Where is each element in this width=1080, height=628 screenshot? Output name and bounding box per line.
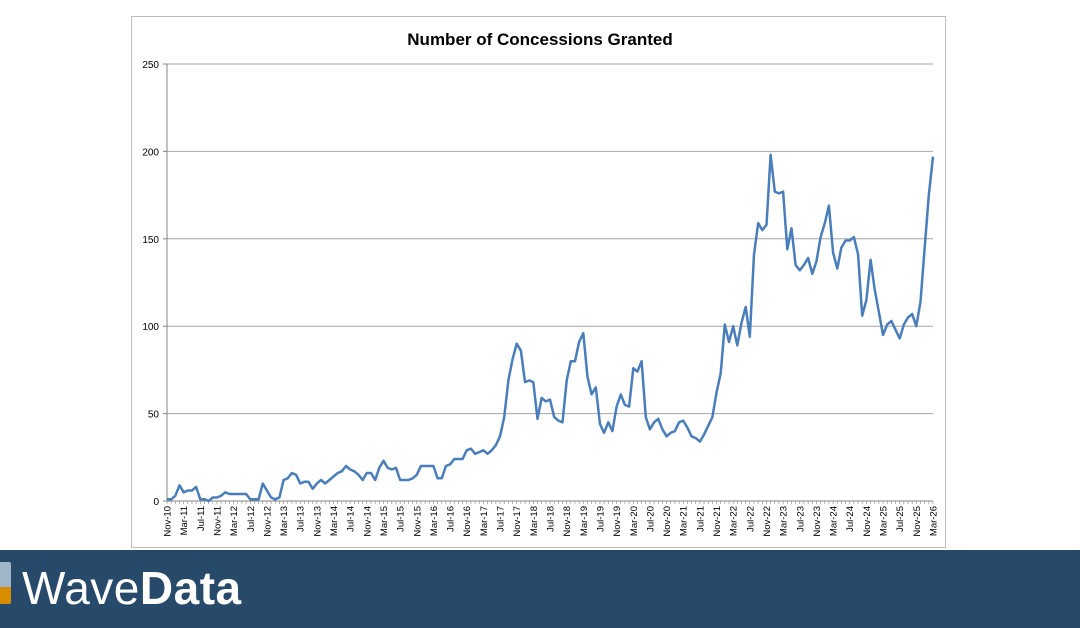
x-tick-label: Mar-21 (679, 506, 690, 536)
y-tick-label: 200 (142, 147, 159, 158)
x-tick-label: Mar-14 (329, 506, 340, 536)
series-line (167, 153, 935, 503)
x-tick-label: Mar-19 (579, 506, 590, 536)
x-tick-label: Mar-20 (629, 506, 640, 536)
x-tick-label: Mar-25 (879, 506, 890, 536)
y-tick-label: 100 (142, 322, 159, 333)
x-tick-label: Mar-11 (179, 506, 190, 535)
x-tick-label: Nov-10 (163, 506, 174, 537)
x-tick-label: Mar-24 (829, 506, 840, 536)
x-tick-label: Nov-24 (862, 506, 873, 537)
brand-banner: WaveData (0, 550, 1080, 628)
x-tick-label: Jul-24 (845, 506, 856, 532)
x-tick-label: Nov-16 (462, 506, 473, 537)
logo-text-data: Data (139, 562, 242, 614)
x-tick-label: Jul-14 (346, 506, 357, 532)
x-tick-label: Mar-26 (929, 506, 940, 536)
x-tick-label: Nov-19 (612, 506, 623, 537)
x-tick-label: Nov-25 (912, 506, 923, 537)
x-tick-label: Mar-15 (379, 506, 390, 536)
x-tick-label: Nov-14 (362, 506, 373, 537)
x-tick-label: Jul-16 (446, 506, 457, 532)
x-tick-label: Jul-12 (246, 506, 257, 532)
y-tick-label: 0 (153, 497, 159, 508)
x-tick-label: Nov-21 (712, 506, 723, 537)
x-tick-label: Mar-16 (429, 506, 440, 536)
x-tick-label: Mar-17 (479, 506, 490, 536)
x-tick-label: Jul-22 (745, 506, 756, 532)
y-tick-label: 50 (148, 410, 160, 421)
x-tick-label: Jul-25 (895, 506, 906, 532)
chart-area (131, 16, 946, 548)
x-tick-label: Jul-20 (645, 506, 656, 532)
logo-text-wave: Wave (22, 562, 140, 614)
x-tick-label: Nov-15 (412, 506, 423, 537)
x-tick-label: Jul-13 (296, 506, 307, 532)
x-tick-label: Jul-17 (496, 506, 507, 532)
x-tick-label: Jul-11 (196, 506, 207, 531)
x-tick-label: Jul-21 (695, 506, 706, 532)
x-tick-label: Mar-12 (229, 506, 240, 536)
y-tick-label: 150 (142, 235, 159, 246)
x-tick-label: Jul-18 (546, 506, 557, 532)
wavedata-logo: WaveData (22, 560, 242, 616)
x-tick-label: Jul-15 (396, 506, 407, 532)
x-tick-label: Nov-13 (312, 506, 323, 537)
x-tick-label: Jul-23 (795, 506, 806, 532)
x-tick-label: Mar-22 (729, 506, 740, 536)
x-tick-label: Jul-19 (595, 506, 606, 532)
x-tick-label: Nov-11 (212, 506, 223, 536)
x-tick-label: Nov-17 (512, 506, 523, 537)
x-tick-label: Nov-23 (812, 506, 823, 537)
x-tick-label: Mar-13 (279, 506, 290, 536)
x-tick-label: Mar-18 (529, 506, 540, 536)
x-tick-label: Mar-23 (779, 506, 790, 536)
x-tick-label: Nov-22 (762, 506, 773, 537)
chart-title: Number of Concessions Granted (407, 30, 672, 49)
x-tick-label: Nov-20 (662, 506, 673, 537)
y-tick-label: 250 (142, 60, 159, 71)
x-tick-label: Nov-18 (562, 506, 573, 537)
line-chart: Number of Concessions Granted 0 50 100 150 2… (142, 30, 940, 537)
wavedata-logo-icon (0, 562, 11, 604)
x-tick-label: Nov-12 (262, 506, 273, 537)
